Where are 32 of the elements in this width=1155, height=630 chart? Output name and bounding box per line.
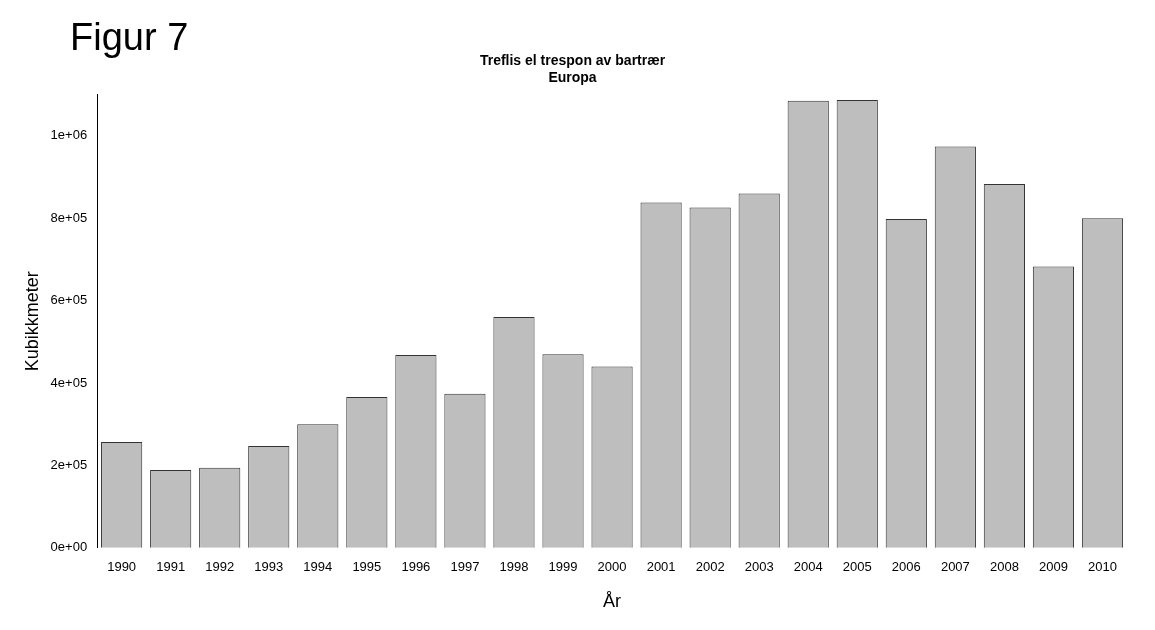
chart-subtitle: Europa (548, 69, 597, 86)
x-tick-label: 1996 (401, 559, 431, 575)
y-tick-label: 2e+05 (50, 456, 88, 472)
y-tick-label: 8e+05 (50, 209, 88, 225)
x-tick-label: 2004 (793, 559, 823, 575)
chart-title: Treflis el trespon av bartrær (479, 52, 666, 69)
x-tick-label: 1995 (352, 559, 382, 575)
y-axis-title: Kubikkmeter (21, 271, 42, 372)
x-tick-label: 1990 (107, 559, 137, 575)
y-tick-label: 1e+06 (50, 127, 88, 143)
x-tick-label: 1993 (254, 559, 284, 575)
x-tick-label: 2003 (744, 559, 774, 575)
x-tick-label: 2001 (646, 559, 676, 575)
y-tick-label: 6e+05 (50, 292, 88, 308)
x-tick-label: 1992 (205, 559, 235, 575)
x-tick-label: 1994 (303, 559, 333, 575)
x-tick-label: 1997 (450, 559, 480, 575)
x-tick-label: 1999 (548, 559, 578, 575)
x-tick-label: 2010 (1088, 559, 1117, 575)
x-tick-label: 2000 (597, 559, 627, 575)
x-tick-label: 1991 (156, 559, 186, 575)
y-tick-label: 4e+05 (50, 374, 88, 390)
text: Figur 7 (70, 16, 189, 59)
x-tick-label: 2009 (1038, 559, 1068, 575)
x-tick-label: 2005 (842, 559, 872, 575)
x-tick-label: 2006 (891, 559, 921, 575)
x-tick-label: 2008 (989, 559, 1019, 575)
x-axis-title: År (603, 591, 622, 612)
x-tick-label: 1998 (499, 559, 529, 575)
x-tick-label: 2007 (940, 559, 970, 575)
y-tick-label: 0e+00 (50, 539, 88, 555)
x-tick-label: 2002 (695, 559, 725, 575)
